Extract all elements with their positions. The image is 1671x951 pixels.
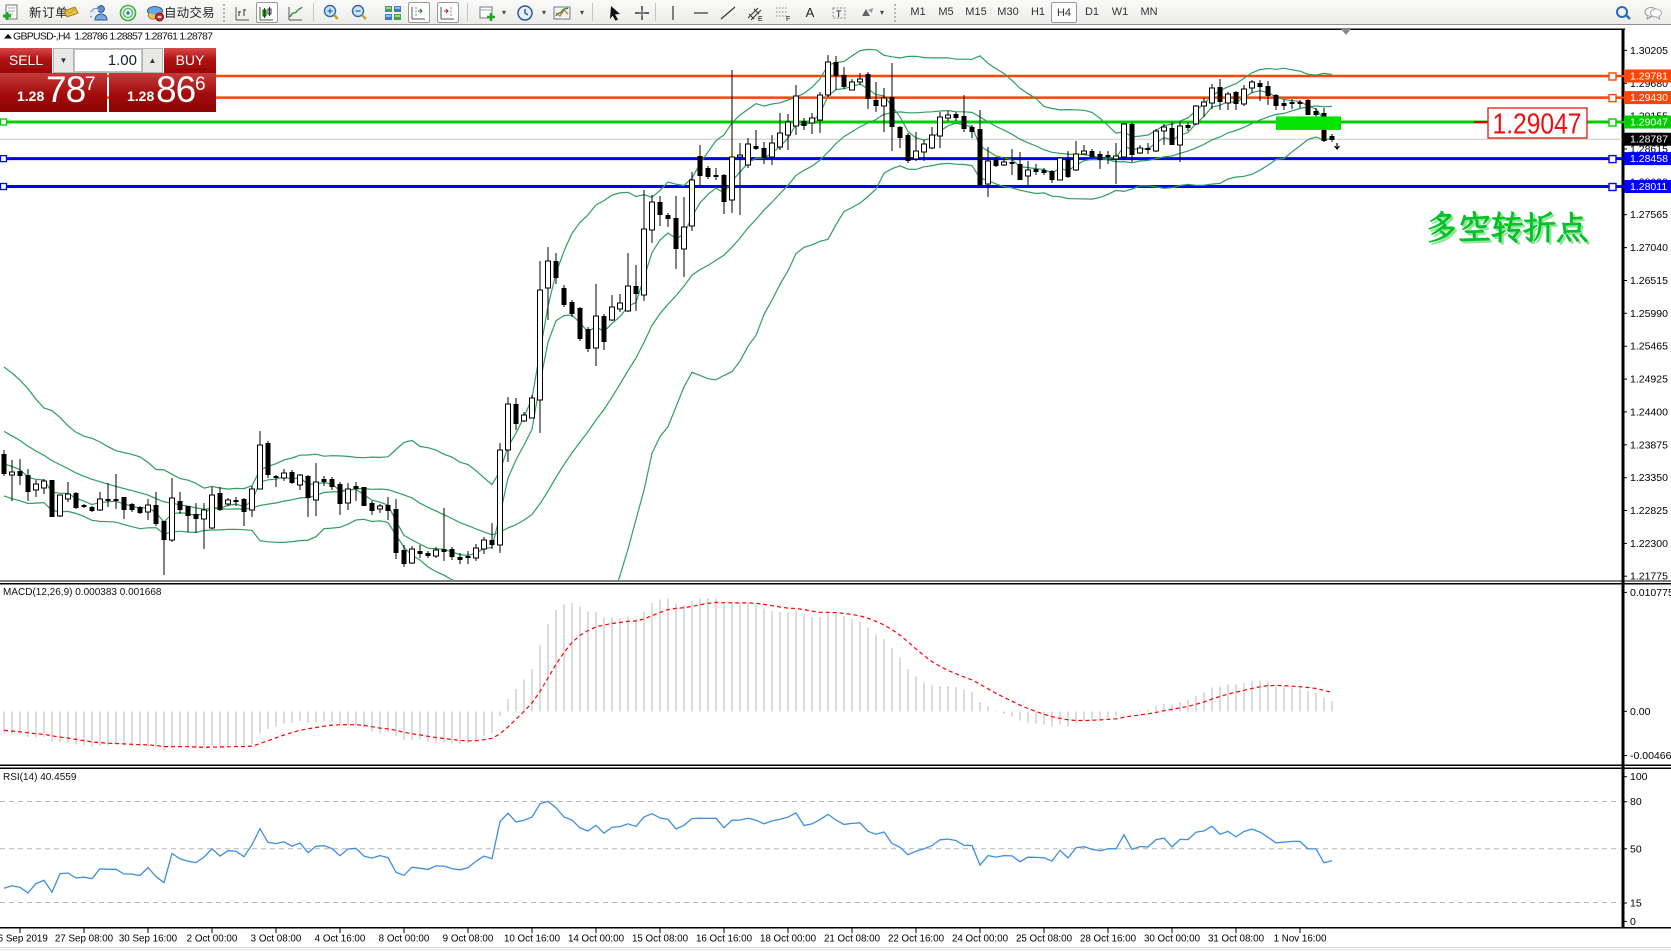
svg-text:15: 15 bbox=[1630, 898, 1642, 910]
svg-text:21 Oct 08:00: 21 Oct 08:00 bbox=[824, 934, 881, 945]
svg-text:0: 0 bbox=[1630, 916, 1636, 928]
svg-text:1.29047: 1.29047 bbox=[1493, 109, 1582, 141]
svg-text:1.23350: 1.23350 bbox=[1630, 472, 1668, 484]
svg-text:14 Oct 00:00: 14 Oct 00:00 bbox=[568, 934, 625, 945]
svg-text:9 Oct 08:00: 9 Oct 08:00 bbox=[443, 934, 494, 945]
svg-text:80: 80 bbox=[1630, 796, 1642, 808]
svg-text:MACD(12,26,9) 0.000383 0.00166: MACD(12,26,9) 0.000383 0.001668 bbox=[3, 587, 162, 598]
svg-text:1.24400: 1.24400 bbox=[1630, 406, 1668, 418]
svg-text:18 Oct 00:00: 18 Oct 00:00 bbox=[760, 934, 817, 945]
svg-text:0.00: 0.00 bbox=[1630, 706, 1651, 718]
svg-text:2 Oct 00:00: 2 Oct 00:00 bbox=[187, 934, 238, 945]
svg-text:1.28458: 1.28458 bbox=[1630, 153, 1668, 165]
svg-text:22 Oct 16:00: 22 Oct 16:00 bbox=[888, 934, 945, 945]
svg-text:1.28787: 1.28787 bbox=[1630, 134, 1668, 146]
svg-text:16 Oct 16:00: 16 Oct 16:00 bbox=[696, 934, 753, 945]
svg-text:E: E bbox=[758, 16, 763, 22]
svg-text:1.28011: 1.28011 bbox=[1630, 181, 1667, 193]
svg-text:-0.004668: -0.004668 bbox=[1630, 750, 1671, 762]
svg-text:1.29047: 1.29047 bbox=[1630, 117, 1668, 129]
svg-text:T: T bbox=[836, 9, 842, 19]
svg-text:100: 100 bbox=[1630, 771, 1648, 783]
svg-text:1.26515: 1.26515 bbox=[1630, 275, 1668, 287]
svg-text:4 Oct 16:00: 4 Oct 16:00 bbox=[315, 934, 366, 945]
svg-text:50: 50 bbox=[1630, 843, 1642, 855]
svg-text:8 Oct 00:00: 8 Oct 00:00 bbox=[379, 934, 430, 945]
svg-text:1.27040: 1.27040 bbox=[1630, 242, 1668, 254]
svg-text:25 Oct 08:00: 25 Oct 08:00 bbox=[1016, 934, 1073, 945]
svg-text:1.30205: 1.30205 bbox=[1630, 45, 1668, 57]
svg-text:30 Oct 00:00: 30 Oct 00:00 bbox=[1144, 934, 1201, 945]
svg-text:1.29430: 1.29430 bbox=[1630, 92, 1668, 104]
svg-text:RSI(14) 40.4559: RSI(14) 40.4559 bbox=[3, 772, 77, 783]
svg-text:1.21775: 1.21775 bbox=[1630, 571, 1668, 583]
svg-text:1.22825: 1.22825 bbox=[1630, 505, 1668, 517]
svg-text:31 Oct 08:00: 31 Oct 08:00 bbox=[1208, 934, 1265, 945]
svg-text:30 Sep 16:00: 30 Sep 16:00 bbox=[119, 934, 178, 945]
svg-text:1.29781: 1.29781 bbox=[1630, 71, 1668, 83]
svg-text:10 Oct 16:00: 10 Oct 16:00 bbox=[504, 934, 561, 945]
svg-text:1 Nov 16:00: 1 Nov 16:00 bbox=[1274, 934, 1327, 945]
svg-text:1.25465: 1.25465 bbox=[1630, 341, 1668, 353]
svg-text:1.22300: 1.22300 bbox=[1630, 538, 1668, 550]
svg-text:0.010775: 0.010775 bbox=[1630, 587, 1671, 599]
svg-text:1.25990: 1.25990 bbox=[1630, 308, 1668, 320]
svg-text:27 Sep 08:00: 27 Sep 08:00 bbox=[55, 934, 114, 945]
svg-text:1.23875: 1.23875 bbox=[1630, 439, 1668, 451]
svg-text:1.24925: 1.24925 bbox=[1630, 374, 1668, 386]
svg-text:1.27565: 1.27565 bbox=[1630, 209, 1668, 221]
svg-text:24 Oct 00:00: 24 Oct 00:00 bbox=[952, 934, 1009, 945]
svg-text:28 Oct 16:00: 28 Oct 16:00 bbox=[1080, 934, 1137, 945]
svg-text:3 Oct 08:00: 3 Oct 08:00 bbox=[251, 934, 302, 945]
svg-text:F: F bbox=[786, 16, 790, 22]
svg-text:GBPUSD-,H4 1.28786 1.28857 1.: GBPUSD-,H4 1.28786 1.28857 1.28761 1.287… bbox=[13, 31, 213, 43]
svg-text:26 Sep 2019: 26 Sep 2019 bbox=[0, 934, 48, 945]
svg-text:15 Oct 08:00: 15 Oct 08:00 bbox=[632, 934, 689, 945]
